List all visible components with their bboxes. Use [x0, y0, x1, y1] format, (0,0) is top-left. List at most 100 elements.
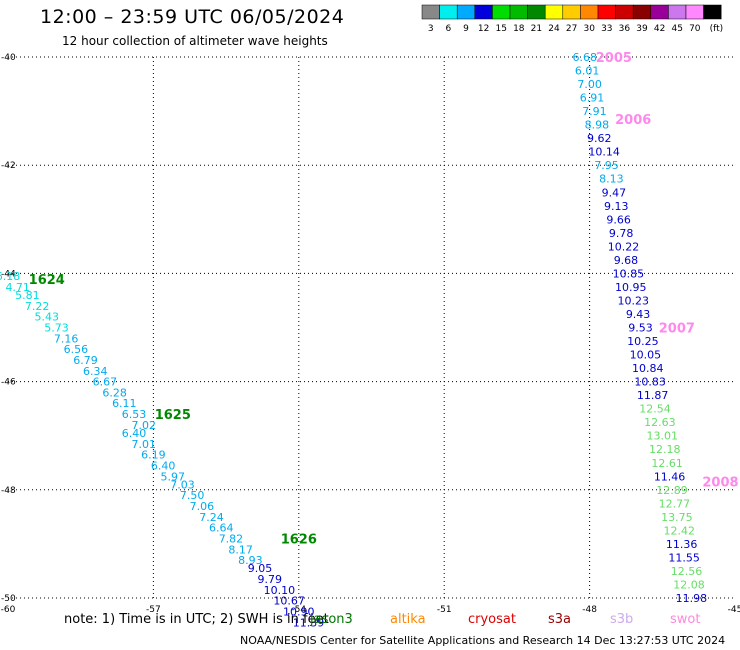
swh-value-swot: 11.46: [654, 470, 686, 483]
swh-value-swot: 7.95: [594, 159, 619, 172]
swh-value-jason3: 7.01: [131, 438, 156, 451]
swh-value-jason3: 8.93: [238, 554, 263, 567]
scale-swatch: [703, 4, 722, 20]
y-tick-label: -44: [1, 269, 16, 279]
pass-label: 2005: [596, 51, 632, 66]
x-tick-label: -51: [437, 605, 452, 615]
scale-label: 39: [636, 24, 648, 34]
pass-labels: 1624 1625 1626 2005 2006 2007 2008: [29, 51, 739, 547]
swh-value-jason3: 6.34: [83, 365, 108, 378]
scale-label: 36: [619, 24, 631, 34]
scale-label: 70: [689, 24, 701, 34]
scale-label: 45: [671, 24, 682, 34]
swh-value-jason3: 6.64: [209, 522, 234, 535]
y-tick-label: -46: [1, 378, 16, 388]
swh-value-swot: 13.01: [647, 430, 679, 443]
chart-title: 12:00 – 23:59 UTC 06/05/2024: [40, 6, 345, 28]
swh-value-swot: 11.55: [668, 551, 700, 564]
swh-value-jason3: 6.53: [122, 408, 147, 421]
swh-value-swot: 10.23: [617, 294, 649, 307]
swh-value-swot: 12.54: [639, 403, 671, 416]
sat-legend-swot: swot: [670, 612, 701, 627]
scale-label: 42: [654, 24, 665, 34]
chart-subtitle: 12 hour collection of altimeter wave hei…: [62, 34, 328, 48]
credit-line: NOAA/NESDIS Center for Satellite Applica…: [240, 634, 726, 647]
scale-label: 3: [428, 24, 434, 34]
swh-value-swot: 7.91: [582, 105, 607, 118]
swh-value-jason3: 7.82: [219, 532, 244, 545]
x-tick-label: -45: [728, 605, 740, 615]
pass-label: 2006: [615, 113, 651, 128]
swh-value-swot: 11.36: [666, 538, 698, 551]
pass-label: 1625: [155, 408, 191, 423]
swh-value-swot: 12.77: [659, 497, 691, 510]
sat-legend-altika: altika: [390, 612, 426, 627]
swh-value-swot: 8.98: [585, 119, 610, 132]
swh-value-jason3: 7.16: [54, 332, 79, 345]
scale-label: 30: [583, 24, 595, 34]
swh-value-jason3: 6.79: [73, 354, 98, 367]
color-scale-legend: 3 6 9 12 15 18 21 24 27 30 33 36 39 42 45 70 (ft): [421, 4, 724, 34]
swh-value-swot: 12.08: [673, 578, 705, 591]
x-tick-label: -48: [582, 605, 597, 615]
swh-value-swot: 10.05: [630, 349, 662, 362]
swh-value-swot: 11.87: [637, 389, 669, 402]
swh-value-jason3: 9.79: [257, 573, 282, 586]
pass-label: 2007: [659, 322, 695, 337]
y-tick-label: -40: [1, 53, 16, 63]
swh-value-jason3: 10.90: [283, 606, 315, 619]
swh-value-swot: 9.78: [609, 227, 634, 240]
swh-value-jason3: 5.97: [161, 470, 186, 483]
scale-label: 15: [495, 24, 506, 34]
axis-ticks: -60 -57 -54 -51 -48 -45 -40 -42 -44 -46 -48 -50: [1, 53, 740, 615]
scale-label: 6: [446, 24, 452, 34]
swh-value-jason3: 6.56: [64, 343, 89, 356]
swh-value-swot: 12.18: [649, 443, 681, 456]
swh-value-swot: 6.68: [573, 51, 598, 64]
swh-value-jason3: 4.71: [5, 281, 30, 294]
swh-value-jason3: 6.40: [122, 427, 147, 440]
swh-value-jason3: 6.40: [151, 459, 176, 472]
swh-value-swot: 10.25: [627, 335, 659, 348]
swh-value-swot: 11.98: [676, 592, 708, 605]
scale-label: 27: [566, 24, 577, 34]
scale-label: 9: [463, 24, 469, 34]
swh-value-jason3: 10.10: [264, 584, 296, 597]
swh-value-swot: 6.01: [575, 65, 600, 78]
y-tick-label: -48: [1, 486, 16, 496]
pass-label: 1626: [281, 532, 317, 547]
swh-value-jason3: 5.43: [35, 311, 60, 324]
scale-label: 12: [478, 24, 489, 34]
y-tick-label: -42: [1, 161, 16, 171]
swh-value-jason3: 10.67: [273, 595, 305, 608]
y-tick-label: -50: [1, 594, 16, 604]
swh-value-jason3: 8.17: [228, 543, 253, 556]
x-tick-label: -60: [1, 605, 16, 615]
grid-lines: [8, 56, 735, 599]
swh-value-swot: 10.85: [613, 267, 645, 280]
swh-value-swot: 12.89: [656, 484, 688, 497]
swh-value-swot: 9.53: [628, 322, 653, 335]
swh-value-jason3: 11.39: [293, 616, 325, 629]
scale-label: 18: [513, 24, 525, 34]
scale-label: 24: [548, 24, 560, 34]
swh-value-jason3: 9.05: [248, 562, 273, 575]
sat-legend-s3a: s3a: [548, 612, 572, 627]
swh-value-jason3: 6.19: [141, 449, 166, 462]
swh-value-jason3: 5.81: [15, 289, 40, 302]
swh-value-jason3: 7.22: [25, 300, 50, 313]
swh-value-jason3: 7.50: [180, 489, 205, 502]
pass-label: 1624: [29, 273, 65, 288]
swh-value-swot: 9.43: [626, 308, 651, 321]
x-tick-label: -57: [146, 605, 161, 615]
swh-value-swot: 12.56: [671, 565, 703, 578]
swh-value-swot: 10.14: [588, 146, 620, 159]
swh-value-swot: 9.47: [602, 186, 627, 199]
swh-value-swot: 12.63: [644, 416, 676, 429]
x-tick-label: -54: [291, 605, 306, 615]
swh-value-jason3: 5.73: [44, 322, 69, 335]
swh-value-swot: 9.68: [614, 254, 639, 267]
swh-value-jason3: 7.06: [190, 500, 215, 513]
footer-note: note: 1) Time is in UTC; 2) SWH is in fe…: [64, 612, 329, 627]
scale-label: (ft): [710, 24, 724, 34]
